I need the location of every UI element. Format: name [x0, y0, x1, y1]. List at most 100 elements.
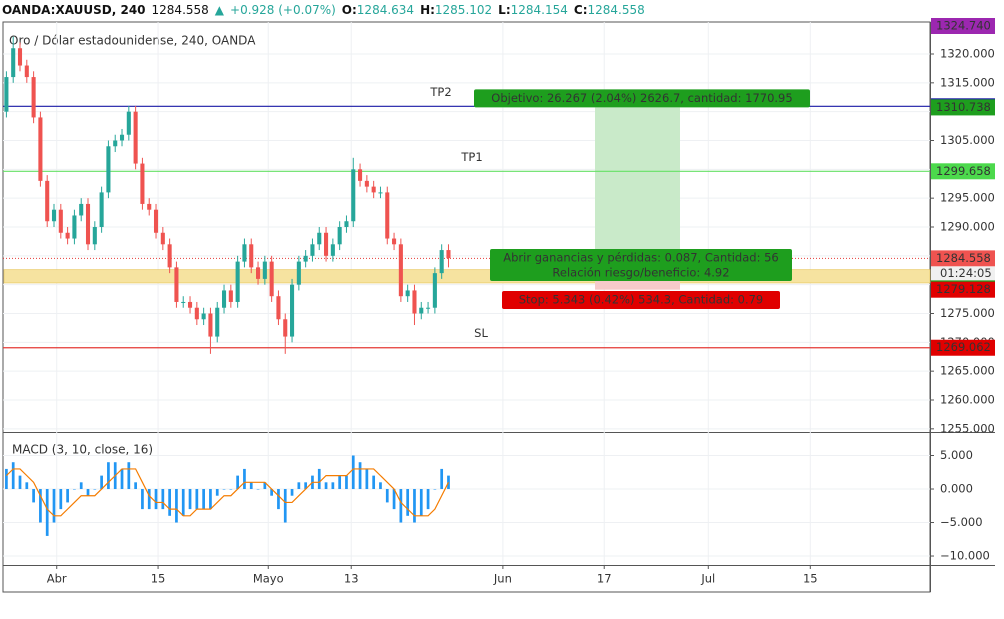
stop-label-box [502, 291, 780, 309]
candle-body [194, 307, 199, 320]
y-tick-label: 1305.000 [940, 133, 995, 147]
macd-bar [127, 462, 131, 490]
target-label-box [474, 89, 810, 108]
candle-body [174, 267, 179, 302]
ohlc-value: 1285.102 [435, 3, 492, 17]
macd-bar [5, 468, 8, 490]
ohlc-label: C: [574, 3, 588, 17]
macd-bar [181, 489, 185, 516]
candle-body [262, 261, 267, 279]
countdown: 01:24:05 [940, 266, 992, 280]
macd-bar [18, 475, 22, 490]
candle-body [38, 117, 43, 181]
candle-body [392, 238, 397, 245]
candle-body [17, 48, 23, 66]
candle-body [426, 307, 431, 309]
candle-body [167, 244, 172, 268]
macd-bar [324, 482, 328, 490]
macd-bar [39, 489, 42, 523]
price-badge [931, 18, 995, 34]
macd-bar [93, 489, 97, 490]
macd-bar [147, 489, 151, 510]
x-tick-label: Mayo [253, 572, 284, 586]
macd-bar [392, 489, 396, 510]
candle-body [208, 313, 213, 337]
macd-bar [304, 482, 308, 490]
macd-bar [426, 489, 430, 510]
candle-body [256, 267, 261, 279]
level-label: TP1 [460, 150, 482, 164]
ohlc-value: 1284.558 [588, 3, 645, 17]
candle-body [344, 221, 349, 227]
x-tick-label: 15 [803, 572, 818, 586]
candle-body [419, 307, 424, 314]
y-tick-label: 1265.000 [940, 364, 995, 378]
candle-body [201, 313, 206, 320]
price-badge [931, 250, 995, 267]
macd-bar [440, 468, 444, 490]
x-tick-label: Jul [700, 572, 715, 586]
ohlc-label: L: [498, 3, 510, 17]
candle-body [228, 290, 233, 302]
macd-bar [236, 475, 240, 490]
candle-body [24, 65, 29, 78]
candle-body [119, 134, 125, 141]
price-badge-label: 1299.658 [936, 164, 991, 178]
price-badge-label: 1310.738 [936, 100, 991, 114]
x-tick-label: 17 [597, 572, 612, 586]
candle-body [106, 146, 111, 193]
macd-bar [419, 489, 423, 516]
candle-body [276, 296, 281, 320]
macd-bar [73, 489, 76, 490]
y-tick-label: 1315.000 [940, 75, 995, 89]
macd-bar [79, 482, 83, 490]
candle-body [317, 232, 322, 245]
stop-label: Stop: 5.343 (0.42%) 534.3, Cantidad: 0.7… [519, 293, 764, 307]
ohlc-value: 1284.154 [511, 3, 568, 17]
candle-body [242, 244, 247, 262]
macd-bar [283, 489, 287, 523]
macd-bar [243, 468, 246, 490]
macd-bar [100, 475, 103, 490]
y-tick-label: 0.000 [940, 482, 973, 496]
candle-body [31, 77, 36, 118]
macd-bar [168, 489, 171, 516]
price-badge-label: 1284.558 [936, 251, 991, 265]
target-label: Objetivo: 26.267 (2.04%) 2626.7, cantida… [491, 91, 792, 105]
macd-bar [154, 489, 158, 510]
macd-bar [379, 482, 382, 490]
candle-body [283, 319, 288, 337]
price-badge-label: 1324.740 [936, 19, 991, 33]
candle-body [296, 261, 301, 285]
x-tick-label: Jun [493, 572, 512, 586]
candle-body [290, 284, 295, 337]
macd-bar [175, 489, 178, 523]
candle-body [221, 290, 227, 308]
candle-body [153, 209, 159, 233]
macd-bar [202, 489, 205, 510]
candle-body [92, 227, 97, 245]
y-tick-label: 1275.000 [940, 306, 995, 320]
candle-body [269, 261, 274, 297]
target-area [595, 107, 680, 259]
x-tick-label: 13 [344, 572, 359, 586]
candle-body [99, 192, 104, 227]
macd-bar [107, 462, 110, 490]
macd-bar [270, 489, 274, 496]
price-badge-label: 1279.128 [936, 282, 991, 296]
macd-bar [188, 489, 192, 510]
macd-bar [297, 482, 301, 490]
candle-body [358, 169, 363, 181]
symbol: OANDA:XAUUSD, 240 [2, 3, 146, 17]
macd-bar [45, 489, 49, 536]
macd-title: MACD (3, 10, close, 16) [12, 443, 153, 457]
macd-bar [413, 489, 416, 523]
macd-bar [11, 462, 15, 490]
candle-body [398, 244, 403, 297]
candle-body [439, 250, 444, 274]
price-badge [931, 281, 995, 298]
up-arrow: ▲ [215, 3, 225, 17]
candle-body [371, 186, 376, 193]
candle-body [446, 250, 451, 259]
macd-bar [141, 489, 144, 510]
